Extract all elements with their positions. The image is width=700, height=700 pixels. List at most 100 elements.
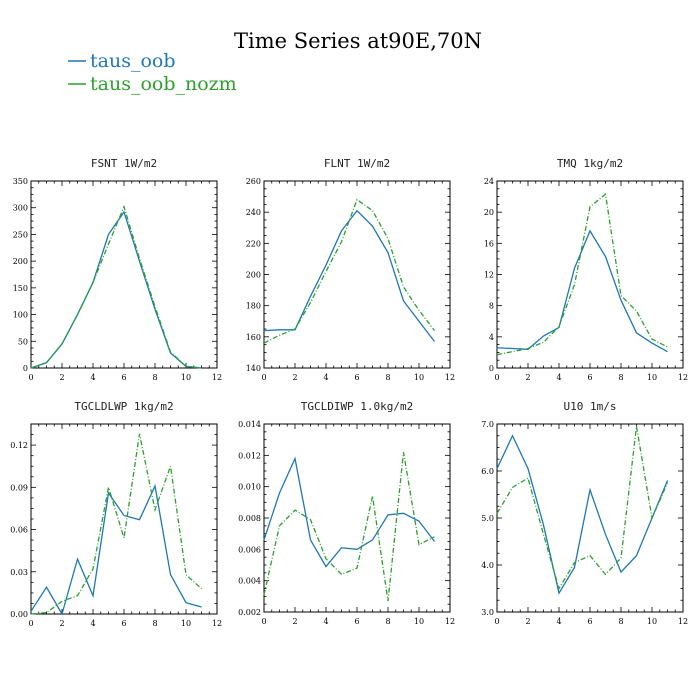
y-tick-label: 150 [13,284,28,293]
y-tick-label: 0.06 [10,526,28,535]
y-tick-label: 20 [484,208,494,217]
x-tick-label: 6 [354,373,359,382]
x-tick-label: 2 [525,373,530,382]
y-tick-label: 240 [246,208,261,217]
series-line [30,483,202,616]
x-tick-label: 6 [354,617,359,626]
series-line [30,210,202,369]
x-tick-label: 8 [385,617,390,626]
x-tick-label: 4 [556,617,561,626]
panel-title: TMQ 1kg/m2 [557,157,623,170]
chart-panel: FLNT 1W/m2 0 2 4 6 8 10 12 140 160 180 200 220 240 260 [246,157,455,382]
x-tick-label: 4 [323,373,328,382]
chart-panel: U10 1m/s 0 2 4 6 8 10 12 3.0 4.0 5.0 6.0 7.0 [481,400,688,626]
y-tick-label: 0.03 [10,568,28,577]
y-tick-label: 0 [489,364,494,373]
panel-title: U10 1m/s [564,400,617,413]
axes-frame [30,423,218,615]
legend-label-taus-oob: taus_oob [90,50,176,72]
x-tick-label: 0 [494,617,499,626]
x-tick-label: 4 [323,617,328,626]
series-line [30,433,202,615]
y-tick-label: 16 [484,239,494,248]
x-tick-label: 4 [90,619,95,628]
x-tick-label: 6 [587,373,592,382]
y-tick-label: 8 [489,302,494,311]
y-tick-label: 0.010 [238,483,261,492]
x-tick-label: 2 [59,619,64,628]
y-tick-label: 0.006 [238,545,261,554]
x-tick-label: 4 [556,373,561,382]
y-tick-label: 350 [13,177,28,186]
x-tick-label: 12 [445,617,455,626]
y-tick-label: 0.008 [238,514,261,523]
x-tick-label: 10 [647,617,657,626]
axes-frame [30,180,218,369]
axes-frame [263,180,451,369]
panel-title: TGCLDIWP 1.0kg/m2 [301,400,414,413]
series-line [496,193,668,356]
y-tick-label: 250 [13,230,28,239]
x-tick-label: 8 [385,373,390,382]
x-tick-label: 10 [414,617,424,626]
y-tick-label: 100 [13,311,28,320]
y-tick-label: 4.0 [481,561,494,570]
x-tick-label: 2 [59,373,64,382]
series-line [263,452,435,602]
y-tick-label: 6.0 [481,467,494,476]
axes-frame [263,423,451,613]
x-tick-label: 10 [414,373,424,382]
y-tick-label: 3.0 [481,608,494,617]
panel-title: TGCLDLWP 1kg/m2 [74,400,173,413]
y-tick-label: 0.002 [238,608,261,617]
series-line [496,434,669,595]
x-tick-label: 2 [525,617,530,626]
x-tick-label: 6 [587,617,592,626]
y-tick-label: 0.004 [238,577,261,586]
x-tick-label: 6 [121,373,126,382]
y-tick-label: 220 [246,239,261,248]
legend-label-taus-oob-nozm: taus_oob_nozm [90,73,237,95]
x-tick-label: 8 [618,373,623,382]
figure-title: Time Series at90E,70N [234,29,482,53]
legend: taus_oob taus_oob_nozm [68,50,237,95]
y-tick-label: 12 [484,271,494,280]
x-tick-label: 12 [445,373,455,382]
y-tick-label: 140 [246,364,261,373]
y-tick-label: 180 [246,302,261,311]
x-tick-label: 6 [121,619,126,628]
x-tick-label: 8 [152,373,157,382]
chart-panel: FSNT 1W/m2 0 2 4 6 8 10 12 0 50 100 150 200 250 300 350 [13,157,222,382]
x-tick-label: 2 [292,617,297,626]
panel-title: FSNT 1W/m2 [91,157,157,170]
y-tick-label: 0.014 [238,420,261,429]
x-tick-label: 10 [647,373,657,382]
panel-grid: FSNT 1W/m20 2 4 6 8 10 12050100150200250300350… [10,157,688,628]
axes-frame [496,423,684,613]
x-tick-label: 10 [181,373,191,382]
y-tick-label: 24 [484,177,494,186]
x-tick-label: 8 [618,617,623,626]
y-tick-label: 260 [246,177,261,186]
y-tick-label: 300 [13,204,28,213]
y-tick-label: 0.09 [10,483,28,492]
series-line [263,209,436,342]
series-line [30,204,202,369]
x-tick-label: 12 [678,617,688,626]
y-tick-label: 7.0 [481,420,494,429]
x-tick-label: 0 [261,617,266,626]
x-tick-label: 12 [212,373,222,382]
series-line [496,426,669,591]
panel-title: FLNT 1W/m2 [324,157,390,170]
y-tick-label: 160 [246,333,261,342]
y-tick-label: 0.12 [10,441,28,450]
x-tick-label: 12 [678,373,688,382]
y-tick-label: 200 [13,257,28,266]
x-tick-label: 0 [28,373,33,382]
y-tick-label: 4 [489,333,494,342]
x-tick-label: 12 [212,619,222,628]
series-line [263,456,436,568]
y-tick-label: 0.00 [10,610,28,619]
